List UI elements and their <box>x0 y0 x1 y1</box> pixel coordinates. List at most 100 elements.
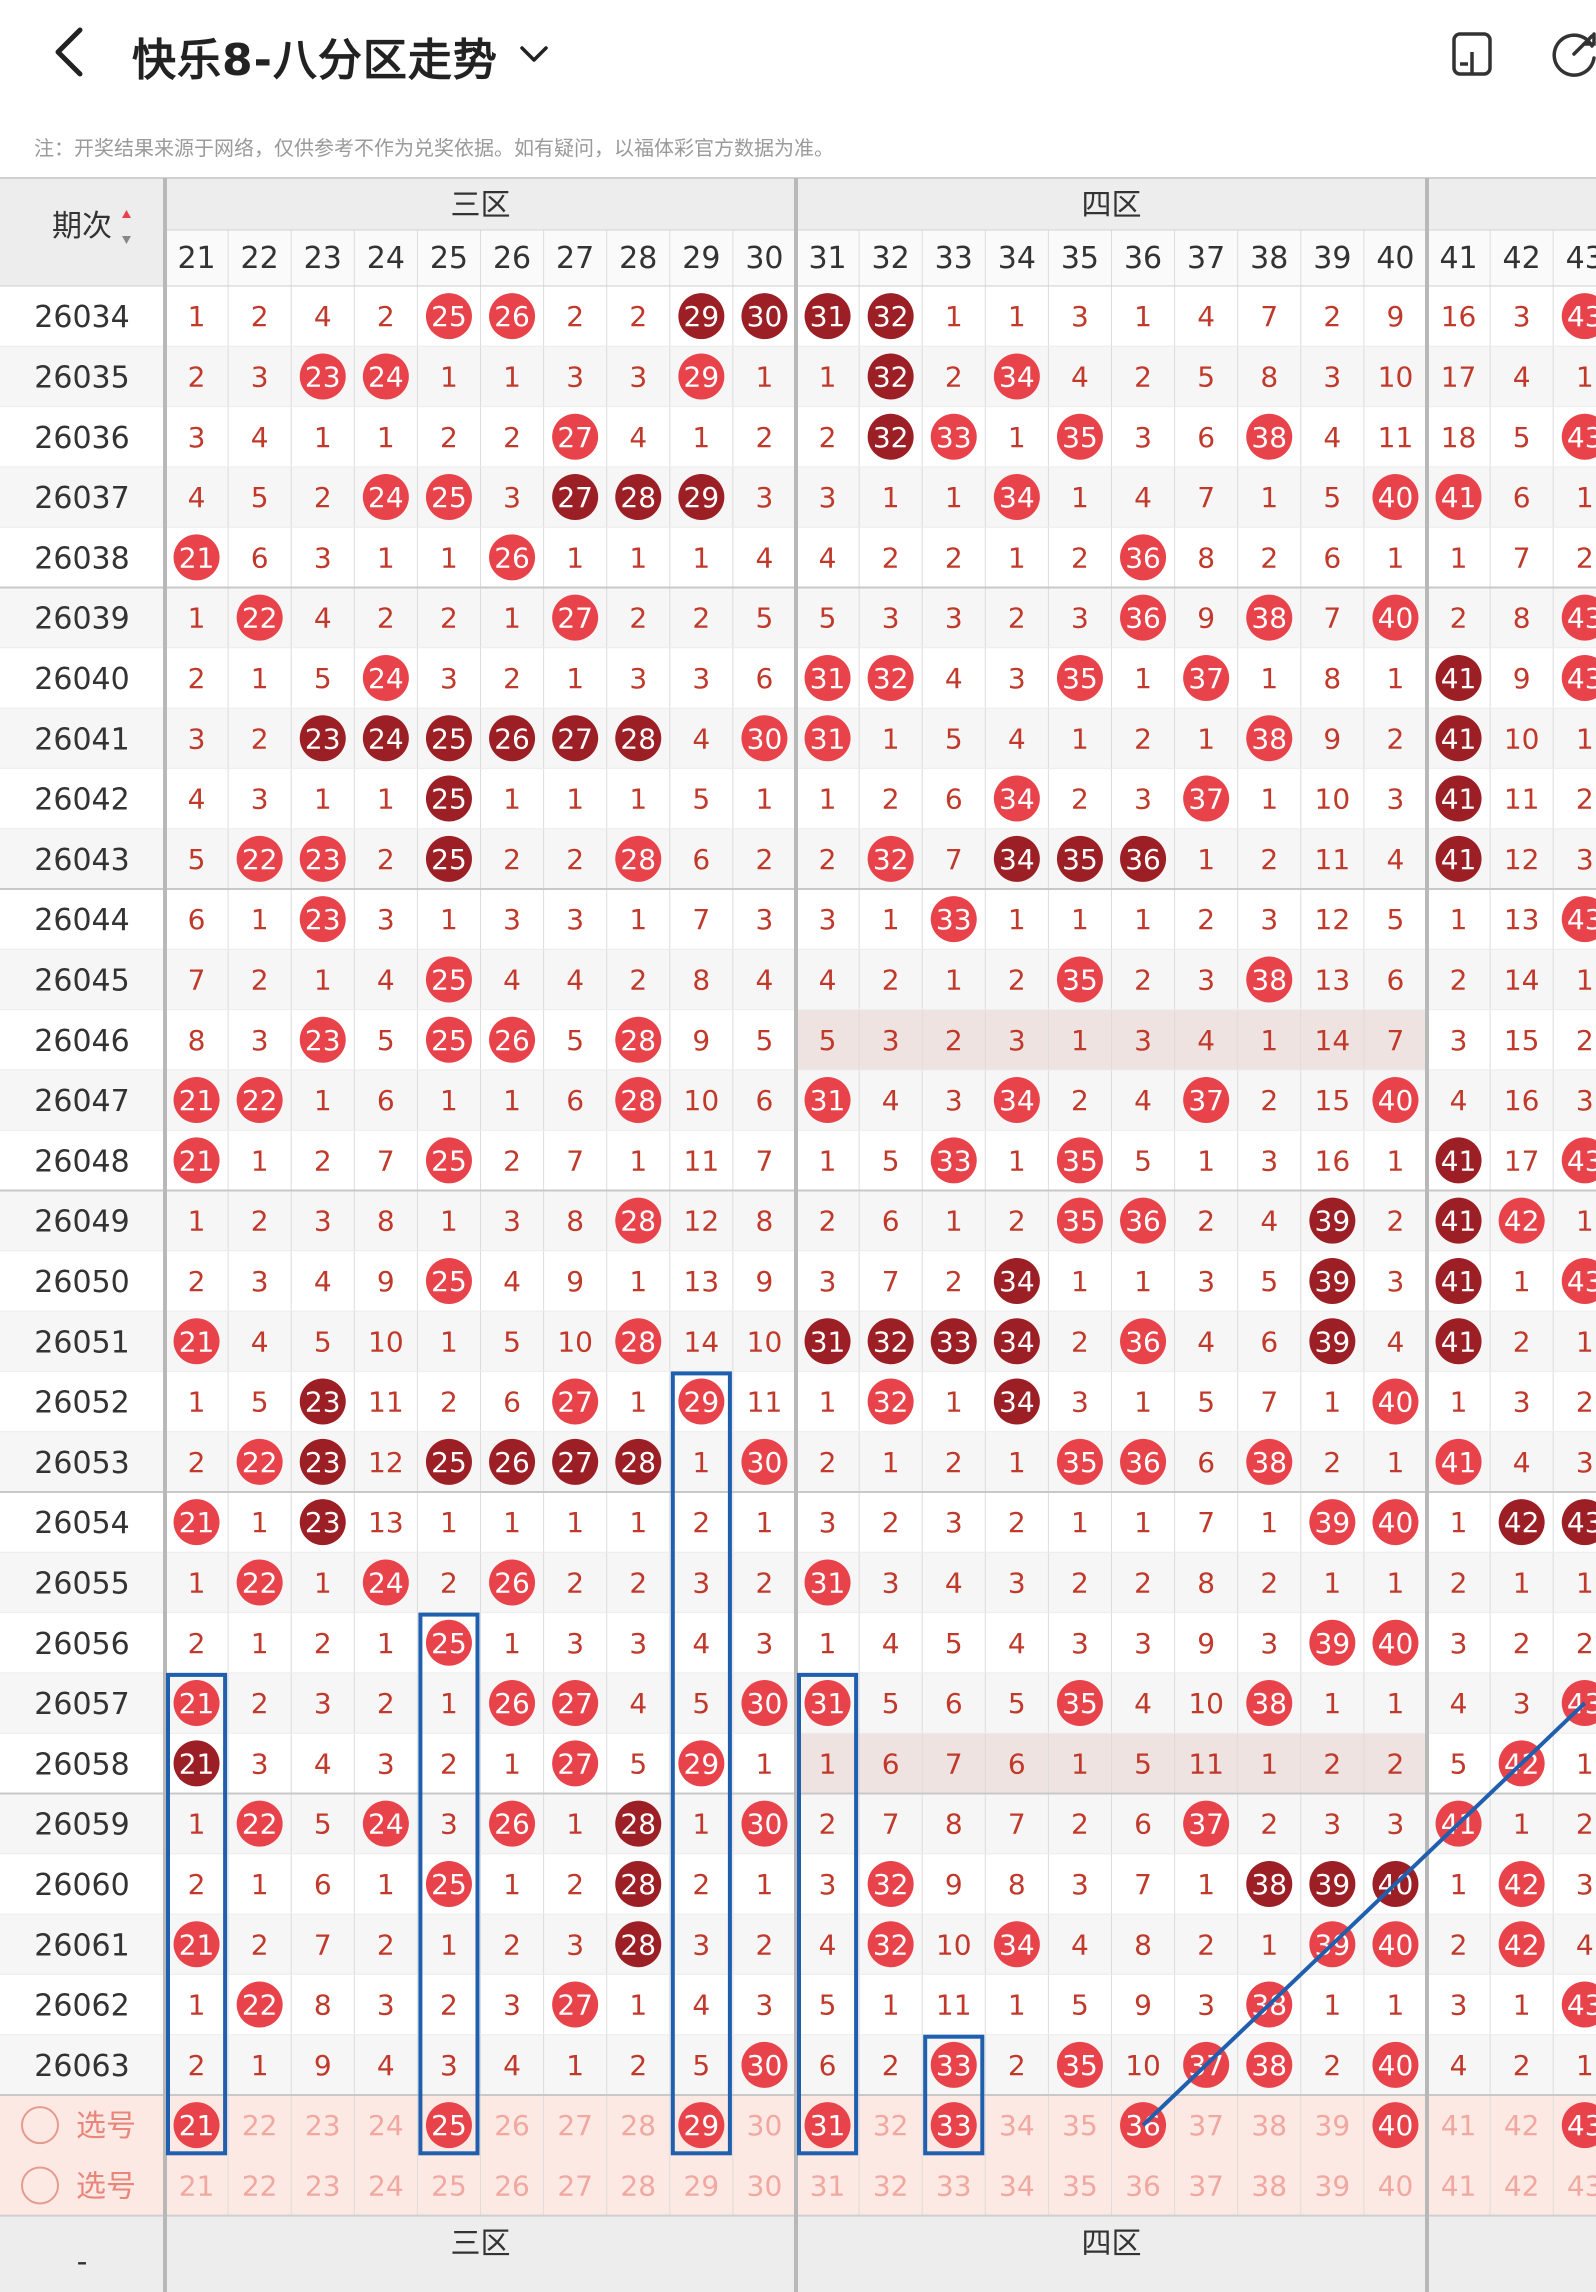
select-label[interactable]: 选号 <box>76 2109 136 2144</box>
selectable-number[interactable]: 30 <box>747 2169 783 2202</box>
period-label: 26055 <box>34 1566 129 1601</box>
selectable-number[interactable]: 21 <box>179 2169 215 2202</box>
selectable-number[interactable]: 30 <box>747 2109 783 2142</box>
selectable-number[interactable]: 24 <box>368 2169 404 2202</box>
selectable-number[interactable]: 32 <box>873 2169 909 2202</box>
selectable-number[interactable]: 35 <box>1062 2109 1098 2142</box>
selectable-number[interactable]: 26 <box>494 2109 530 2142</box>
selectable-number[interactable]: 37 <box>1188 2109 1224 2142</box>
hit-number: 38 <box>1251 1446 1287 1479</box>
selectable-number[interactable]: 22 <box>242 2109 278 2142</box>
hit-ball <box>930 896 977 943</box>
picked-ball[interactable] <box>804 2102 851 2149</box>
picked-ball[interactable] <box>1372 2102 1419 2149</box>
hit-number: 25 <box>431 722 467 755</box>
selectable-number[interactable]: 31 <box>810 2169 846 2202</box>
miss-count: 1 <box>945 963 963 996</box>
selectable-number[interactable]: 32 <box>873 2109 909 2142</box>
selectable-number[interactable]: 24 <box>368 2109 404 2142</box>
hit-number: 39 <box>1315 1627 1351 1660</box>
selectable-number[interactable]: 22 <box>242 2169 278 2202</box>
layout-toggle-icon[interactable] <box>1448 30 1496 78</box>
chevron-down-icon[interactable] <box>512 32 556 76</box>
selectable-number[interactable]: 34 <box>999 2109 1035 2142</box>
miss-count: 3 <box>1134 783 1152 816</box>
miss-count: 1 <box>756 1868 774 1901</box>
picked-number[interactable]: 31 <box>810 2109 846 2142</box>
miss-count: 8 <box>1260 360 1278 393</box>
selectable-number[interactable]: 41 <box>1441 2109 1477 2142</box>
picked-number[interactable]: 25 <box>431 2109 467 2142</box>
selectable-number[interactable]: 29 <box>684 2169 720 2202</box>
period-label: 26037 <box>34 481 129 516</box>
selectable-number[interactable]: 33 <box>936 2169 972 2202</box>
hit-ball <box>615 835 662 882</box>
select-label[interactable]: 选号 <box>76 2169 136 2204</box>
selectable-number[interactable]: 41 <box>1441 2169 1477 2202</box>
selectable-number[interactable]: 27 <box>557 2169 593 2202</box>
selectable-number[interactable]: 28 <box>620 2169 656 2202</box>
selectable-number[interactable]: 34 <box>999 2169 1035 2202</box>
period-label: 26039 <box>34 602 129 637</box>
picked-ball[interactable] <box>173 2102 220 2149</box>
miss-count: 5 <box>629 1747 647 1780</box>
hit-ball <box>804 1680 851 1727</box>
hit-ball <box>1561 1499 1596 1546</box>
picked-number[interactable]: 33 <box>936 2109 972 2142</box>
picked-number[interactable]: 29 <box>684 2109 720 2142</box>
picked-ball[interactable] <box>425 2102 472 2149</box>
sort-down-icon[interactable] <box>122 236 131 244</box>
hit-ball <box>741 1680 788 1727</box>
period-label: 26051 <box>34 1325 129 1360</box>
miss-count: 5 <box>692 2049 710 2082</box>
selectable-number[interactable]: 36 <box>1125 2169 1161 2202</box>
selectable-number[interactable]: 23 <box>305 2109 341 2142</box>
picked-ball[interactable] <box>1561 2102 1596 2149</box>
miss-count: 1 <box>440 1325 458 1358</box>
selectable-number[interactable]: 39 <box>1315 2109 1351 2142</box>
hit-number: 27 <box>557 602 593 635</box>
hit-number: 24 <box>368 360 404 393</box>
selectable-number[interactable]: 26 <box>494 2169 530 2202</box>
selectable-number[interactable]: 42 <box>1504 2109 1540 2142</box>
selectable-number[interactable]: 42 <box>1504 2169 1540 2202</box>
picked-number[interactable]: 40 <box>1378 2109 1414 2142</box>
picked-number[interactable]: 43 <box>1567 2109 1596 2142</box>
miss-count: 1 <box>629 1144 647 1177</box>
select-radio[interactable] <box>21 2166 59 2205</box>
selectable-number[interactable]: 38 <box>1251 2109 1287 2142</box>
selectable-number[interactable]: 25 <box>431 2169 467 2202</box>
miss-count: 6 <box>1008 1747 1026 1780</box>
picked-number[interactable]: 21 <box>179 2109 215 2142</box>
selectable-number[interactable]: 43 <box>1567 2169 1596 2202</box>
miss-count: 1 <box>440 903 458 936</box>
hit-ball <box>993 835 1040 882</box>
miss-count: 3 <box>945 602 963 635</box>
miss-count: 6 <box>377 1084 395 1117</box>
miss-count: 9 <box>945 1868 963 1901</box>
selectable-number[interactable]: 39 <box>1315 2169 1351 2202</box>
hit-number: 41 <box>1441 1265 1477 1298</box>
picked-ball[interactable] <box>930 2102 977 2149</box>
hit-ball <box>425 956 472 1003</box>
select-radio[interactable] <box>21 2106 59 2145</box>
picked-ball[interactable] <box>678 2102 725 2149</box>
selectable-number[interactable]: 28 <box>620 2109 656 2142</box>
miss-count: 3 <box>566 1627 584 1660</box>
hit-number: 32 <box>873 1386 909 1419</box>
hit-ball <box>1435 474 1482 521</box>
refresh-icon[interactable] <box>1548 28 1596 80</box>
miss-count: 1 <box>377 541 395 574</box>
selectable-number[interactable]: 27 <box>557 2109 593 2142</box>
miss-count: 5 <box>1197 360 1215 393</box>
sort-up-icon[interactable] <box>122 210 131 218</box>
miss-count: 1 <box>756 360 774 393</box>
selectable-number[interactable]: 38 <box>1251 2169 1287 2202</box>
selectable-number[interactable]: 23 <box>305 2169 341 2202</box>
selectable-number[interactable]: 35 <box>1062 2169 1098 2202</box>
miss-count: 3 <box>1008 662 1026 695</box>
selectable-number[interactable]: 37 <box>1188 2169 1224 2202</box>
back-icon[interactable] <box>42 22 102 82</box>
selectable-number[interactable]: 40 <box>1378 2169 1414 2202</box>
page-title[interactable]: 快乐8-八分区走势 <box>132 35 498 86</box>
